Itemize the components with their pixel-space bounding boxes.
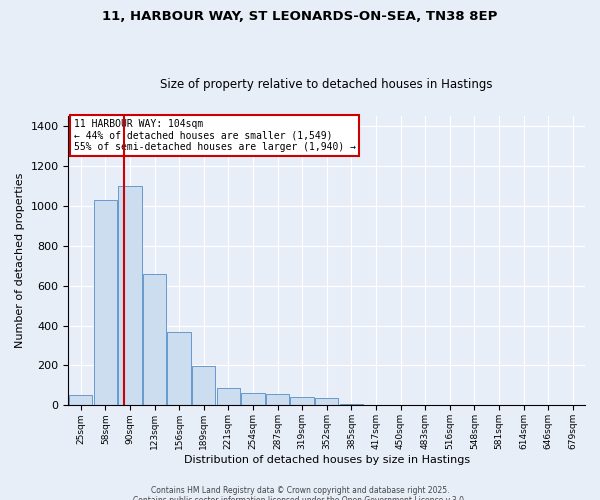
Bar xyxy=(192,366,215,406)
Bar xyxy=(315,398,338,406)
Y-axis label: Number of detached properties: Number of detached properties xyxy=(15,173,25,348)
Text: Contains HM Land Registry data © Crown copyright and database right 2025.: Contains HM Land Registry data © Crown c… xyxy=(151,486,449,495)
Text: Contains public sector information licensed under the Open Government Licence v.: Contains public sector information licen… xyxy=(133,496,467,500)
Bar xyxy=(340,404,363,406)
Bar xyxy=(118,186,142,406)
Bar xyxy=(69,396,92,406)
Bar xyxy=(266,394,289,406)
Bar xyxy=(217,388,240,406)
Text: 11, HARBOUR WAY, ST LEONARDS-ON-SEA, TN38 8EP: 11, HARBOUR WAY, ST LEONARDS-ON-SEA, TN3… xyxy=(103,10,497,23)
Bar xyxy=(241,394,265,406)
Bar xyxy=(94,200,117,406)
X-axis label: Distribution of detached houses by size in Hastings: Distribution of detached houses by size … xyxy=(184,455,470,465)
Title: Size of property relative to detached houses in Hastings: Size of property relative to detached ho… xyxy=(160,78,493,91)
Bar xyxy=(167,332,191,406)
Bar xyxy=(290,398,314,406)
Text: 11 HARBOUR WAY: 104sqm
← 44% of detached houses are smaller (1,549)
55% of semi-: 11 HARBOUR WAY: 104sqm ← 44% of detached… xyxy=(74,118,356,152)
Bar xyxy=(143,274,166,406)
